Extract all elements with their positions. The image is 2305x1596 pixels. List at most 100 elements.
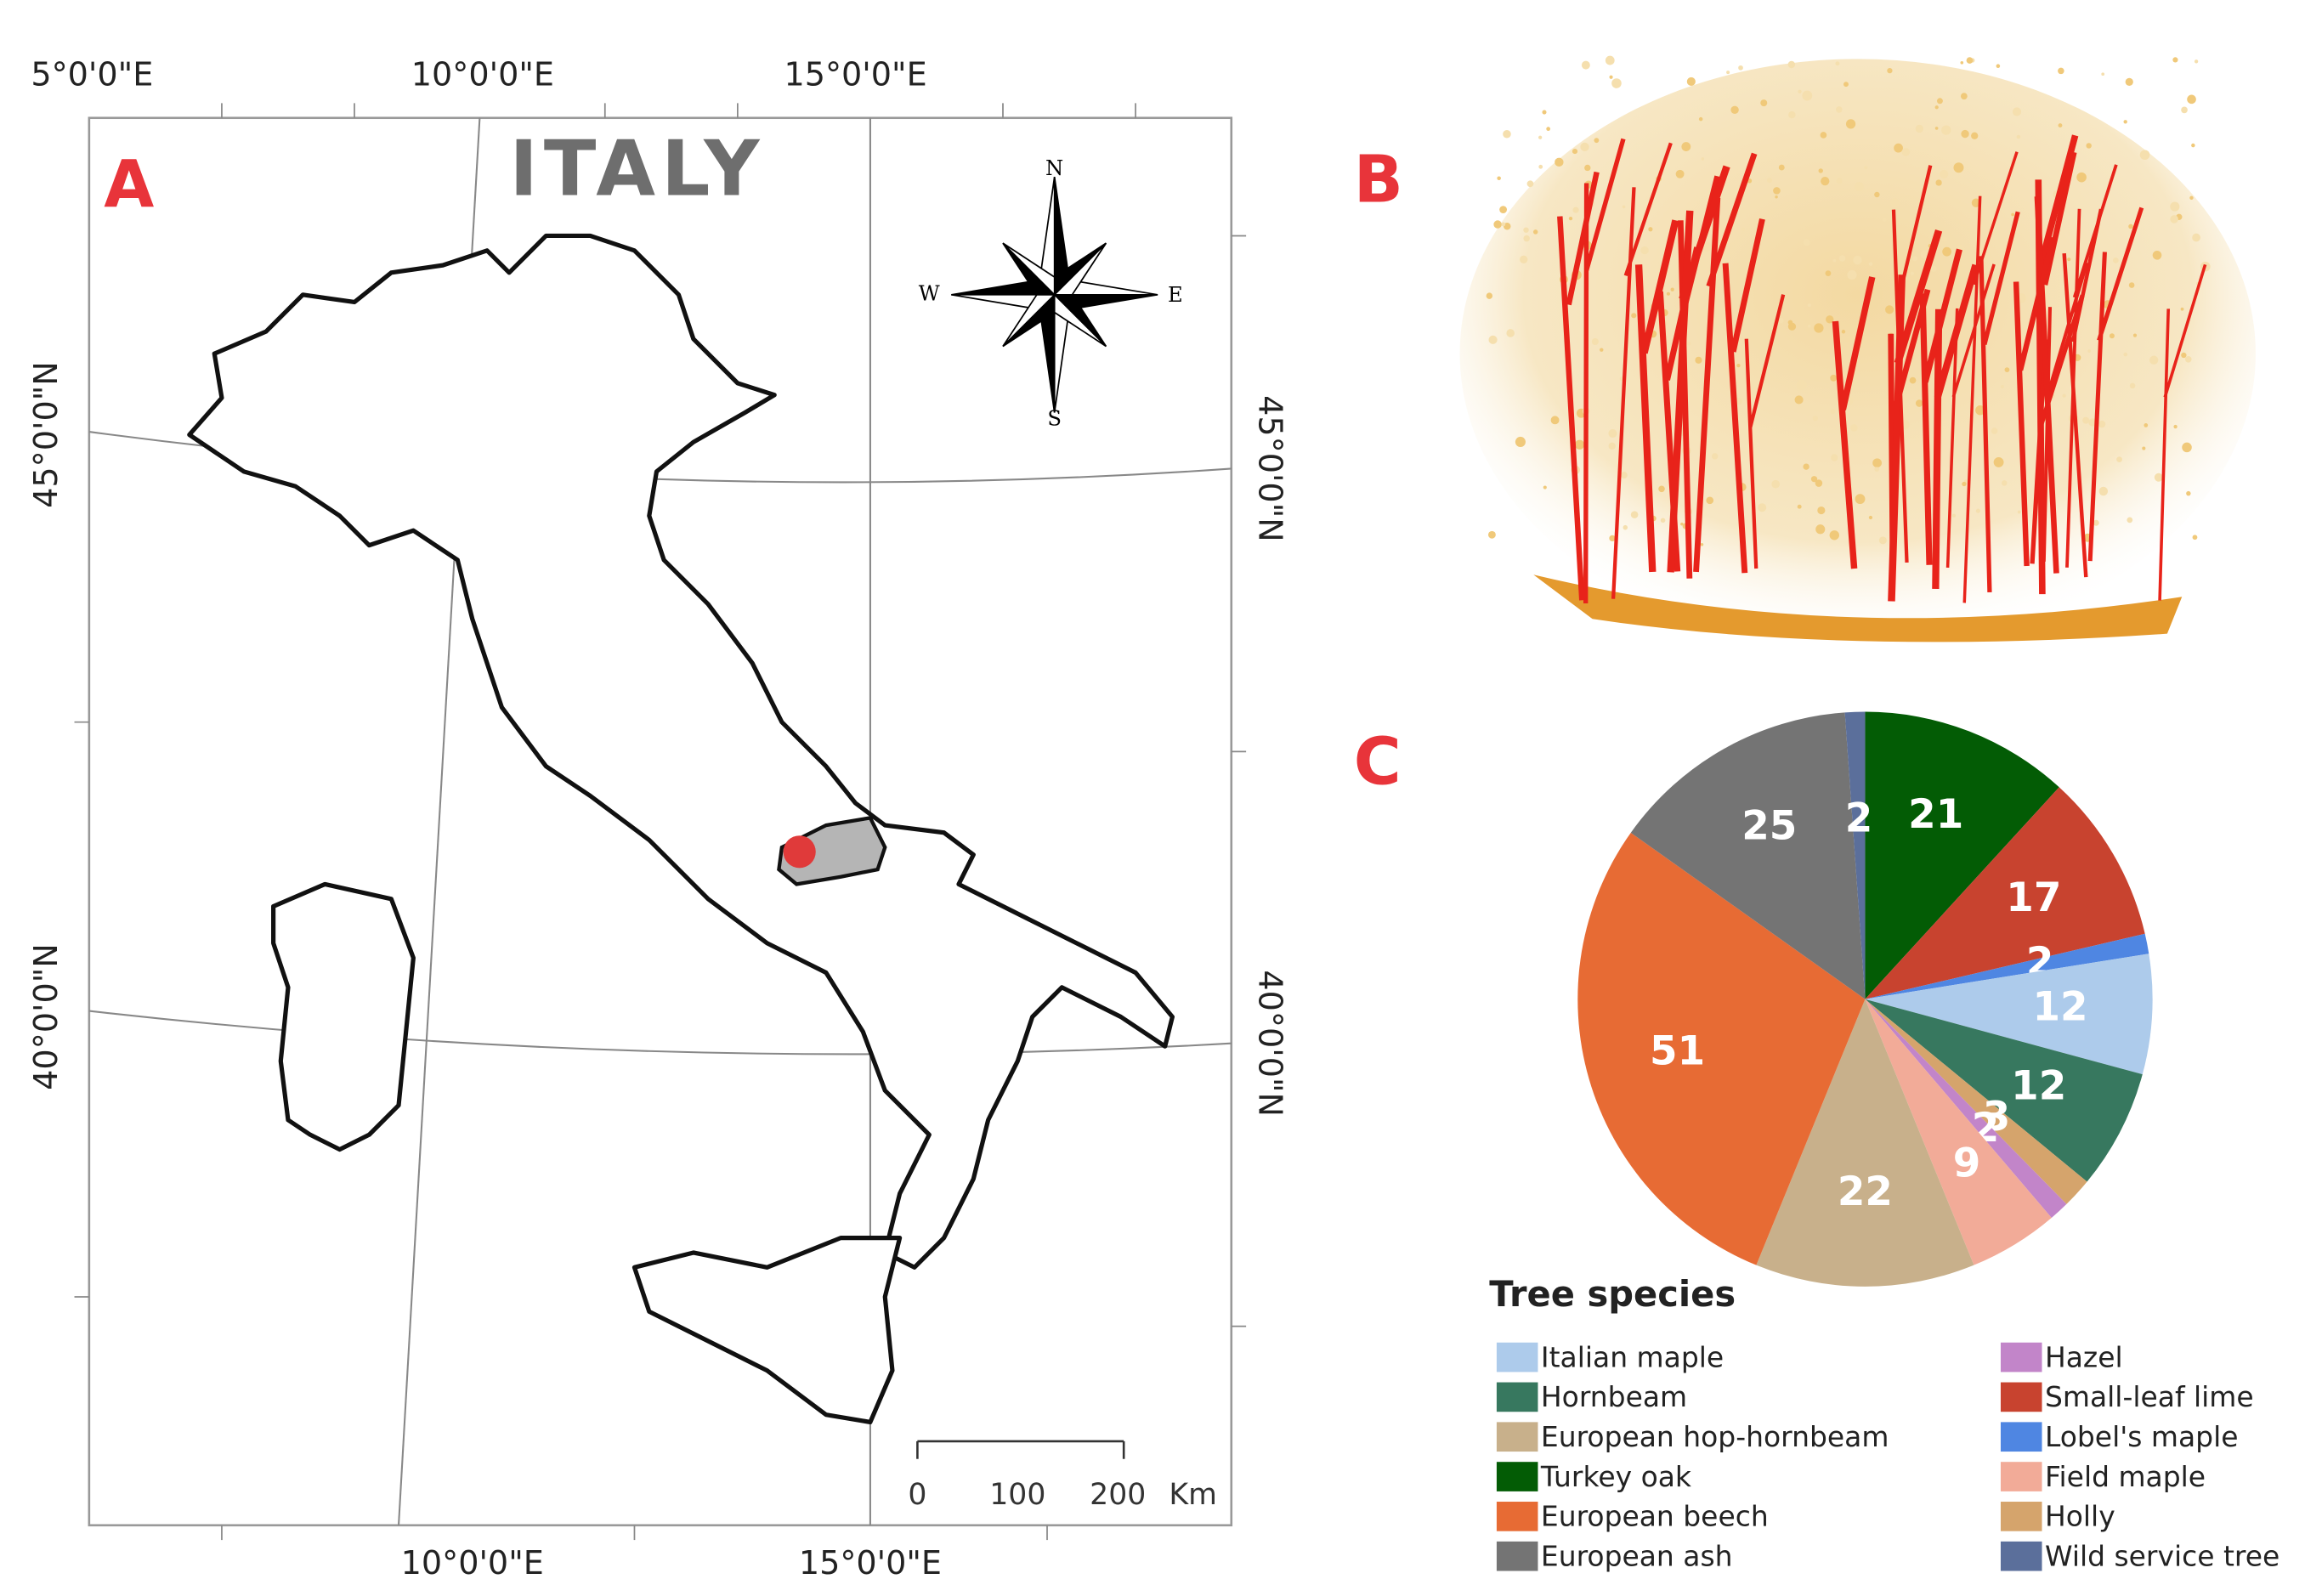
leaf-point	[1670, 287, 1674, 291]
leaf-point	[1942, 246, 1951, 257]
leaf-point	[1741, 227, 1746, 231]
leaf-point	[2076, 172, 2087, 183]
leaf-point	[1815, 524, 1826, 535]
pie-slice	[1630, 712, 1866, 999]
leaf-point	[1934, 105, 1939, 110]
leaf-point	[1836, 106, 1843, 113]
lat-label: 40°0'0"N	[27, 943, 65, 1090]
tree-stem	[2087, 207, 2144, 562]
legend-swatch	[2000, 1342, 2042, 1372]
leaf-point	[2016, 134, 2021, 139]
italy-outline	[187, 233, 1175, 1424]
slice-label: 12	[2032, 984, 2087, 1030]
leaf-point	[2152, 250, 2162, 260]
map-title: ITALY	[509, 125, 765, 214]
compass-rose	[951, 176, 1158, 413]
tree-stem	[1693, 152, 1758, 573]
tree-stem	[1611, 142, 1673, 599]
leaf-point	[1821, 177, 1830, 186]
leaf-point	[1648, 227, 1653, 232]
panel-label: C	[1354, 724, 1402, 800]
leaf-point	[1803, 463, 1809, 470]
leaf-point	[2086, 143, 2092, 149]
legend-label: Lobel's maple	[2045, 1420, 2239, 1453]
legend-swatch	[2000, 1462, 2042, 1491]
leaf-point	[2181, 106, 2188, 114]
leaf-point	[1962, 481, 1967, 487]
lon-label: 5°0'0"E	[31, 56, 153, 93]
study-region	[777, 816, 887, 886]
tree-stem	[2065, 164, 2118, 568]
leaf-point	[1695, 356, 1702, 364]
leaf-point	[1711, 453, 1719, 460]
tree-stem	[1583, 138, 1626, 603]
leaf-point	[1773, 187, 1781, 195]
tree-stem	[1722, 218, 1765, 574]
leaf-point	[1775, 195, 1778, 199]
leaf-point	[1777, 317, 1784, 324]
leaf-point	[1591, 337, 1599, 346]
tree-stem	[1744, 294, 1786, 569]
leaf-point	[2123, 120, 2127, 124]
scale-label: 0	[908, 1478, 926, 1512]
legend-label: Field maple	[2045, 1460, 2206, 1493]
leaf-point	[1818, 168, 1823, 173]
leaf-point	[2132, 333, 2138, 337]
leaf-point	[2067, 258, 2071, 262]
leaf-point	[1620, 472, 1628, 479]
leaf-point	[2194, 59, 2199, 64]
leaf-point	[2170, 215, 2178, 224]
legend-swatch	[2000, 1382, 2042, 1412]
leaf-point	[1975, 508, 1980, 513]
pie-slice	[1577, 832, 1866, 1265]
leaf-point	[2192, 535, 2198, 540]
leaf-point	[1814, 323, 1824, 333]
legend-label: Wild service tree	[2045, 1539, 2280, 1572]
leaf-point	[1658, 485, 1665, 493]
lon-label: 10°0'0"E	[411, 56, 554, 93]
leaf-point	[1966, 57, 1974, 64]
leaf-point	[1686, 76, 1696, 87]
leaf-point	[1874, 467, 1880, 472]
leaf-point	[1778, 164, 1785, 171]
leaf-point	[1829, 530, 1839, 540]
lat-label: 40°0'0"N	[1252, 970, 1289, 1117]
leaf-point	[1523, 235, 1530, 242]
leaf-point	[2184, 355, 2192, 363]
leaf-point	[1486, 292, 1493, 299]
slice-label: 12	[2011, 1064, 2066, 1110]
legend-label: Turkey oak	[1540, 1460, 1691, 1493]
leaf-point	[1631, 313, 1637, 319]
leaf-point	[1936, 98, 1943, 105]
leaf-point	[1796, 380, 1807, 390]
leaf-point	[1797, 504, 1802, 509]
frame-ticks	[74, 103, 1247, 1541]
scale-unit: Km	[1169, 1478, 1217, 1512]
leaf-point	[2127, 517, 2133, 524]
leaf-point	[1538, 164, 1543, 169]
legend-swatch	[2000, 1541, 2042, 1571]
leaf-point	[1993, 456, 2004, 467]
leaf-point	[1666, 291, 1670, 296]
pie-slice	[1865, 933, 2149, 999]
slice-label: 22	[1838, 1169, 1893, 1215]
legend-swatch	[1496, 1382, 1538, 1412]
pie-slice	[1865, 999, 2087, 1204]
leaf-point	[1609, 535, 1616, 542]
leaf-point	[1854, 182, 1865, 192]
legend-title: Tree species	[1489, 1273, 1736, 1315]
slice-label: 21	[1908, 792, 1963, 838]
scale-label: 100	[989, 1478, 1045, 1512]
leaf-point	[2123, 352, 2128, 357]
leaf-point	[1700, 542, 1704, 546]
slice-label: 51	[1650, 1028, 1705, 1074]
leaf-point	[2000, 384, 2004, 388]
leaf-point	[1572, 148, 1578, 155]
leaf-point	[1497, 176, 1501, 181]
leaf-point	[2116, 456, 2122, 462]
leaf-point	[1946, 375, 1952, 380]
compass-label: W	[919, 280, 940, 305]
leaf-point	[1807, 324, 1811, 328]
leaf-point	[1686, 342, 1691, 346]
legend-swatch	[1496, 1541, 1538, 1571]
